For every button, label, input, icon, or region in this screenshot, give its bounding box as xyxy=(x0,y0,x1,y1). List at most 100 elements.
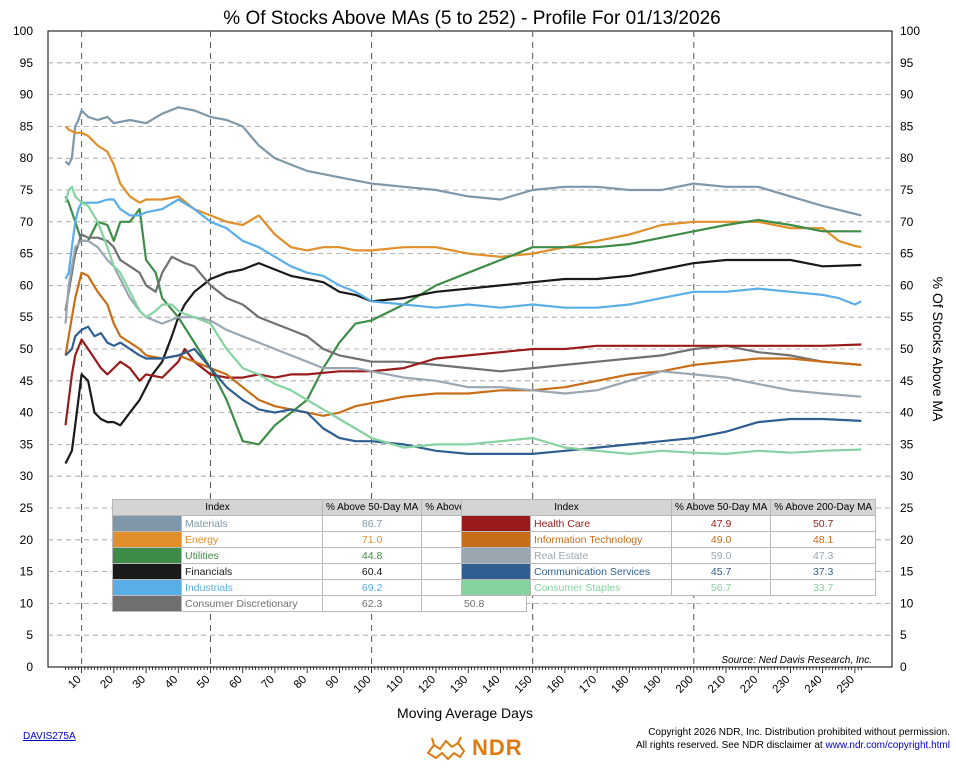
legend-value-50: 71.0 xyxy=(321,531,423,548)
y-tick-label-left: 85 xyxy=(20,119,34,133)
legend-swatch xyxy=(112,515,182,532)
x-tick-label: 40 xyxy=(163,674,181,692)
y-tick-label-right: 10 xyxy=(900,596,914,610)
y-tick-label-right: 35 xyxy=(900,437,914,451)
y-tick-label-right: 5 xyxy=(900,628,907,642)
legend-swatch xyxy=(461,579,531,596)
y-tick-label-right: 45 xyxy=(900,374,914,388)
copyright-notice: Copyright 2026 NDR, Inc. Distribution pr… xyxy=(636,726,950,752)
y-tick-label-right: 55 xyxy=(900,310,914,324)
legend-name: Health Care xyxy=(530,515,672,532)
source-note: Source: Ned Davis Research, Inc. xyxy=(721,655,872,666)
legend-value-50: 59.0 xyxy=(670,547,772,564)
x-tick-label: 230 xyxy=(771,674,793,696)
x-tick-label: 110 xyxy=(384,674,405,695)
y-tick-label-left: 95 xyxy=(20,56,34,70)
legend-swatch xyxy=(112,531,182,548)
legend-swatch xyxy=(112,547,182,564)
x-axis: 10 20 30 40 50 60 70 80 90 100 110 120 130 140 150 160 1… xyxy=(65,667,862,696)
y-tick-label-left: 100 xyxy=(13,24,33,38)
legend-value-200: 50.8 xyxy=(421,595,528,612)
y-tick-label-right: 50 xyxy=(900,342,914,356)
series-line-materials xyxy=(64,106,862,217)
legend-value-200: 50.7 xyxy=(770,515,877,532)
legend-name: Consumer Staples xyxy=(530,579,672,596)
x-tick-label: 140 xyxy=(481,674,503,696)
legend-table-left: Index % Above 50-Day MA % Above 200-Day … xyxy=(112,499,528,612)
y-tick-label-left: 60 xyxy=(20,278,34,292)
y-tick-label-right: 30 xyxy=(900,469,914,483)
legend-swatch xyxy=(461,563,531,580)
x-tick-label: 80 xyxy=(292,674,310,692)
x-tick-label: 170 xyxy=(577,674,599,696)
x-tick-label: 200 xyxy=(674,674,696,696)
series-lines xyxy=(64,106,862,464)
copyright-link[interactable]: www.ndr.com/copyright.html xyxy=(825,740,951,751)
legend-swatch xyxy=(461,547,531,564)
legend-name: Materials xyxy=(181,515,323,532)
copyright-text: All rights reserved. See NDR disclaimer … xyxy=(635,740,823,751)
legend-value-50: 44.8 xyxy=(321,547,423,564)
series-line-health-care xyxy=(64,338,862,426)
y-tick-label-right: 90 xyxy=(900,88,914,102)
x-tick-label: 70 xyxy=(260,674,278,692)
legend-name: Consumer Discretionary xyxy=(181,595,323,612)
legend-value-200: 47.3 xyxy=(770,547,877,564)
x-tick-label: 120 xyxy=(416,674,438,696)
bull-bear-icon xyxy=(426,736,466,761)
legend-header-50: % Above 50-Day MA xyxy=(670,499,772,516)
chart-code-link[interactable]: DAVIS275A xyxy=(23,731,76,742)
series-line-consumer-discretionary xyxy=(64,233,862,373)
chart-title: % Of Stocks Above MAs (5 to 252) - Profi… xyxy=(223,8,720,29)
x-tick-label: 150 xyxy=(513,674,535,696)
series-line-industrials xyxy=(64,198,862,309)
y-tick-label-right: 75 xyxy=(900,183,914,197)
series-line-energy xyxy=(64,125,862,258)
legend-row: Information Technology 49.0 48.1 xyxy=(461,531,877,548)
y-tick-label-left: 35 xyxy=(20,437,34,451)
y-tick-label-left: 90 xyxy=(20,88,34,102)
legend-row: Real Estate 59.0 47.3 xyxy=(461,547,877,564)
y-tick-label-right: 80 xyxy=(900,151,914,165)
legend-swatch xyxy=(112,595,182,612)
legend-value-200: 33.7 xyxy=(770,579,877,596)
x-tick-label: 250 xyxy=(835,674,857,696)
y-tick-label-left: 25 xyxy=(20,501,34,515)
legend-header-index: Index xyxy=(112,499,323,516)
y-tick-label-right: 0 xyxy=(900,660,907,674)
legend-header-index: Index xyxy=(461,499,672,516)
legend-value-50: 60.4 xyxy=(321,563,423,580)
y-tick-label-left: 55 xyxy=(20,310,34,324)
y-axis-label: % Of Stocks Above MA xyxy=(930,277,946,422)
x-tick-label: 100 xyxy=(352,674,374,696)
legend-value-50: 47.9 xyxy=(670,515,772,532)
y-tick-label-left: 70 xyxy=(20,215,34,229)
series-line-communication-services xyxy=(64,325,862,455)
y-tick-label-right: 65 xyxy=(900,247,914,261)
legend-name: Energy xyxy=(181,531,323,548)
series-line-utilities xyxy=(64,195,862,446)
y-tick-label-left: 80 xyxy=(20,151,34,165)
y-tick-label-left: 15 xyxy=(20,565,34,579)
y-tick-label-right: 40 xyxy=(900,406,914,420)
x-tick-label: 30 xyxy=(131,674,149,692)
y-tick-label-left: 20 xyxy=(20,533,34,547)
y-axis-right: 0 5 10 15 20 25 30 35 40 45 50 55 60 65 70 75 80 85 90 95 10… xyxy=(900,24,920,674)
legend-value-200: 37.3 xyxy=(770,563,877,580)
copyright-line-2: All rights reserved. See NDR disclaimer … xyxy=(636,739,950,752)
y-tick-label-left: 5 xyxy=(26,628,33,642)
legend-swatch xyxy=(112,563,182,580)
y-tick-label-left: 40 xyxy=(20,406,34,420)
x-axis-label: Moving Average Days xyxy=(397,705,533,721)
legend-value-50: 62.3 xyxy=(321,595,423,612)
y-tick-label-right: 25 xyxy=(900,501,914,515)
legend-header: Index % Above 50-Day MA % Above 200-Day … xyxy=(461,499,877,516)
x-tick-label: 190 xyxy=(642,674,664,696)
y-tick-label-left: 65 xyxy=(20,247,34,261)
y-tick-label-right: 95 xyxy=(900,56,914,70)
legend-swatch xyxy=(461,531,531,548)
legend-swatch xyxy=(461,515,531,532)
legend-row: Health Care 47.9 50.7 xyxy=(461,515,877,532)
logo-text: NDR xyxy=(472,735,523,760)
